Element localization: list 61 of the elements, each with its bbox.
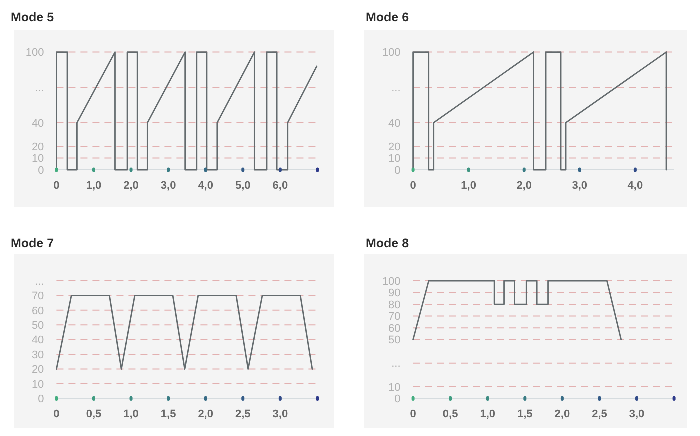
x-tick-label: 0,5 <box>442 408 458 421</box>
y-tick-label: 70 <box>388 311 401 324</box>
y-tick-label: 10 <box>32 378 44 391</box>
y-tick-label: 10 <box>388 153 401 166</box>
y-tick-label: 50 <box>388 334 401 347</box>
y-tick-label: 40 <box>388 118 401 130</box>
y-tick-label: 100 <box>382 276 401 288</box>
chart-title: Mode 5 <box>11 10 54 25</box>
y-tick-label: 20 <box>32 364 44 376</box>
y-tick-label: 30 <box>32 349 44 362</box>
x-tick-label: 6,0 <box>272 180 288 192</box>
x-tick-label: 2,0 <box>554 408 570 421</box>
chart-title: Mode 6 <box>366 10 410 25</box>
y-tick-label: ... <box>392 82 401 94</box>
x-tick-label: 1,0 <box>480 408 496 421</box>
y-tick-label: 10 <box>388 382 401 394</box>
y-tick-label: 80 <box>388 299 401 312</box>
x-tick-label: 1,5 <box>518 408 533 421</box>
x-tick-label: 1,5 <box>160 408 176 421</box>
x-tick-label: 0 <box>410 408 416 421</box>
x-tick-label: 1,0 <box>86 180 102 192</box>
x-tick-label: 3,0 <box>572 180 588 192</box>
y-tick-label: ... <box>35 276 44 288</box>
y-tick-label: 60 <box>388 322 401 335</box>
x-tick-label: 2,5 <box>235 408 251 421</box>
y-tick-label: 0 <box>394 164 401 177</box>
x-tick-label: 3,0 <box>272 408 288 421</box>
x-tick-label: 0 <box>410 180 416 192</box>
x-tick-label: 3,0 <box>629 408 645 421</box>
x-tick-label: 2,0 <box>198 408 214 421</box>
y-tick-label: 0 <box>38 394 44 406</box>
y-tick-label: 70 <box>32 290 44 303</box>
y-tick-label: 60 <box>32 305 44 318</box>
y-tick-label: ... <box>392 358 401 370</box>
x-tick-label: 0 <box>54 408 60 421</box>
x-tick-label: 1,0 <box>124 408 139 421</box>
x-tick-label: 4,0 <box>198 180 214 192</box>
x-tick-label: 2,0 <box>516 180 532 192</box>
x-tick-label: 3,0 <box>160 180 176 192</box>
y-tick-label: 90 <box>388 288 401 300</box>
x-tick-label: 0,5 <box>86 408 102 421</box>
chart-title: Mode 8 <box>366 236 410 250</box>
y-tick-label: 100 <box>382 47 401 60</box>
x-tick-label: 0 <box>54 180 60 192</box>
x-tick-label: 1,0 <box>461 180 476 192</box>
y-tick-label: ... <box>35 82 44 94</box>
y-tick-label: 20 <box>388 141 401 154</box>
y-tick-label: 100 <box>26 47 44 60</box>
y-tick-label: 0 <box>394 394 401 406</box>
x-tick-label: 5,0 <box>235 180 251 192</box>
y-tick-label: 40 <box>32 118 44 130</box>
x-tick-label: 2,5 <box>592 408 608 421</box>
line-series <box>56 52 318 171</box>
y-tick-label: 0 <box>38 164 44 177</box>
y-tick-label: 50 <box>32 320 44 332</box>
chart-title: Mode 7 <box>11 236 54 250</box>
y-tick-label: 10 <box>32 153 44 166</box>
x-tick-label: 4,0 <box>628 180 644 192</box>
x-tick-label: 2,0 <box>124 180 139 192</box>
y-tick-label: 20 <box>32 141 44 154</box>
y-tick-label: 40 <box>32 334 44 347</box>
